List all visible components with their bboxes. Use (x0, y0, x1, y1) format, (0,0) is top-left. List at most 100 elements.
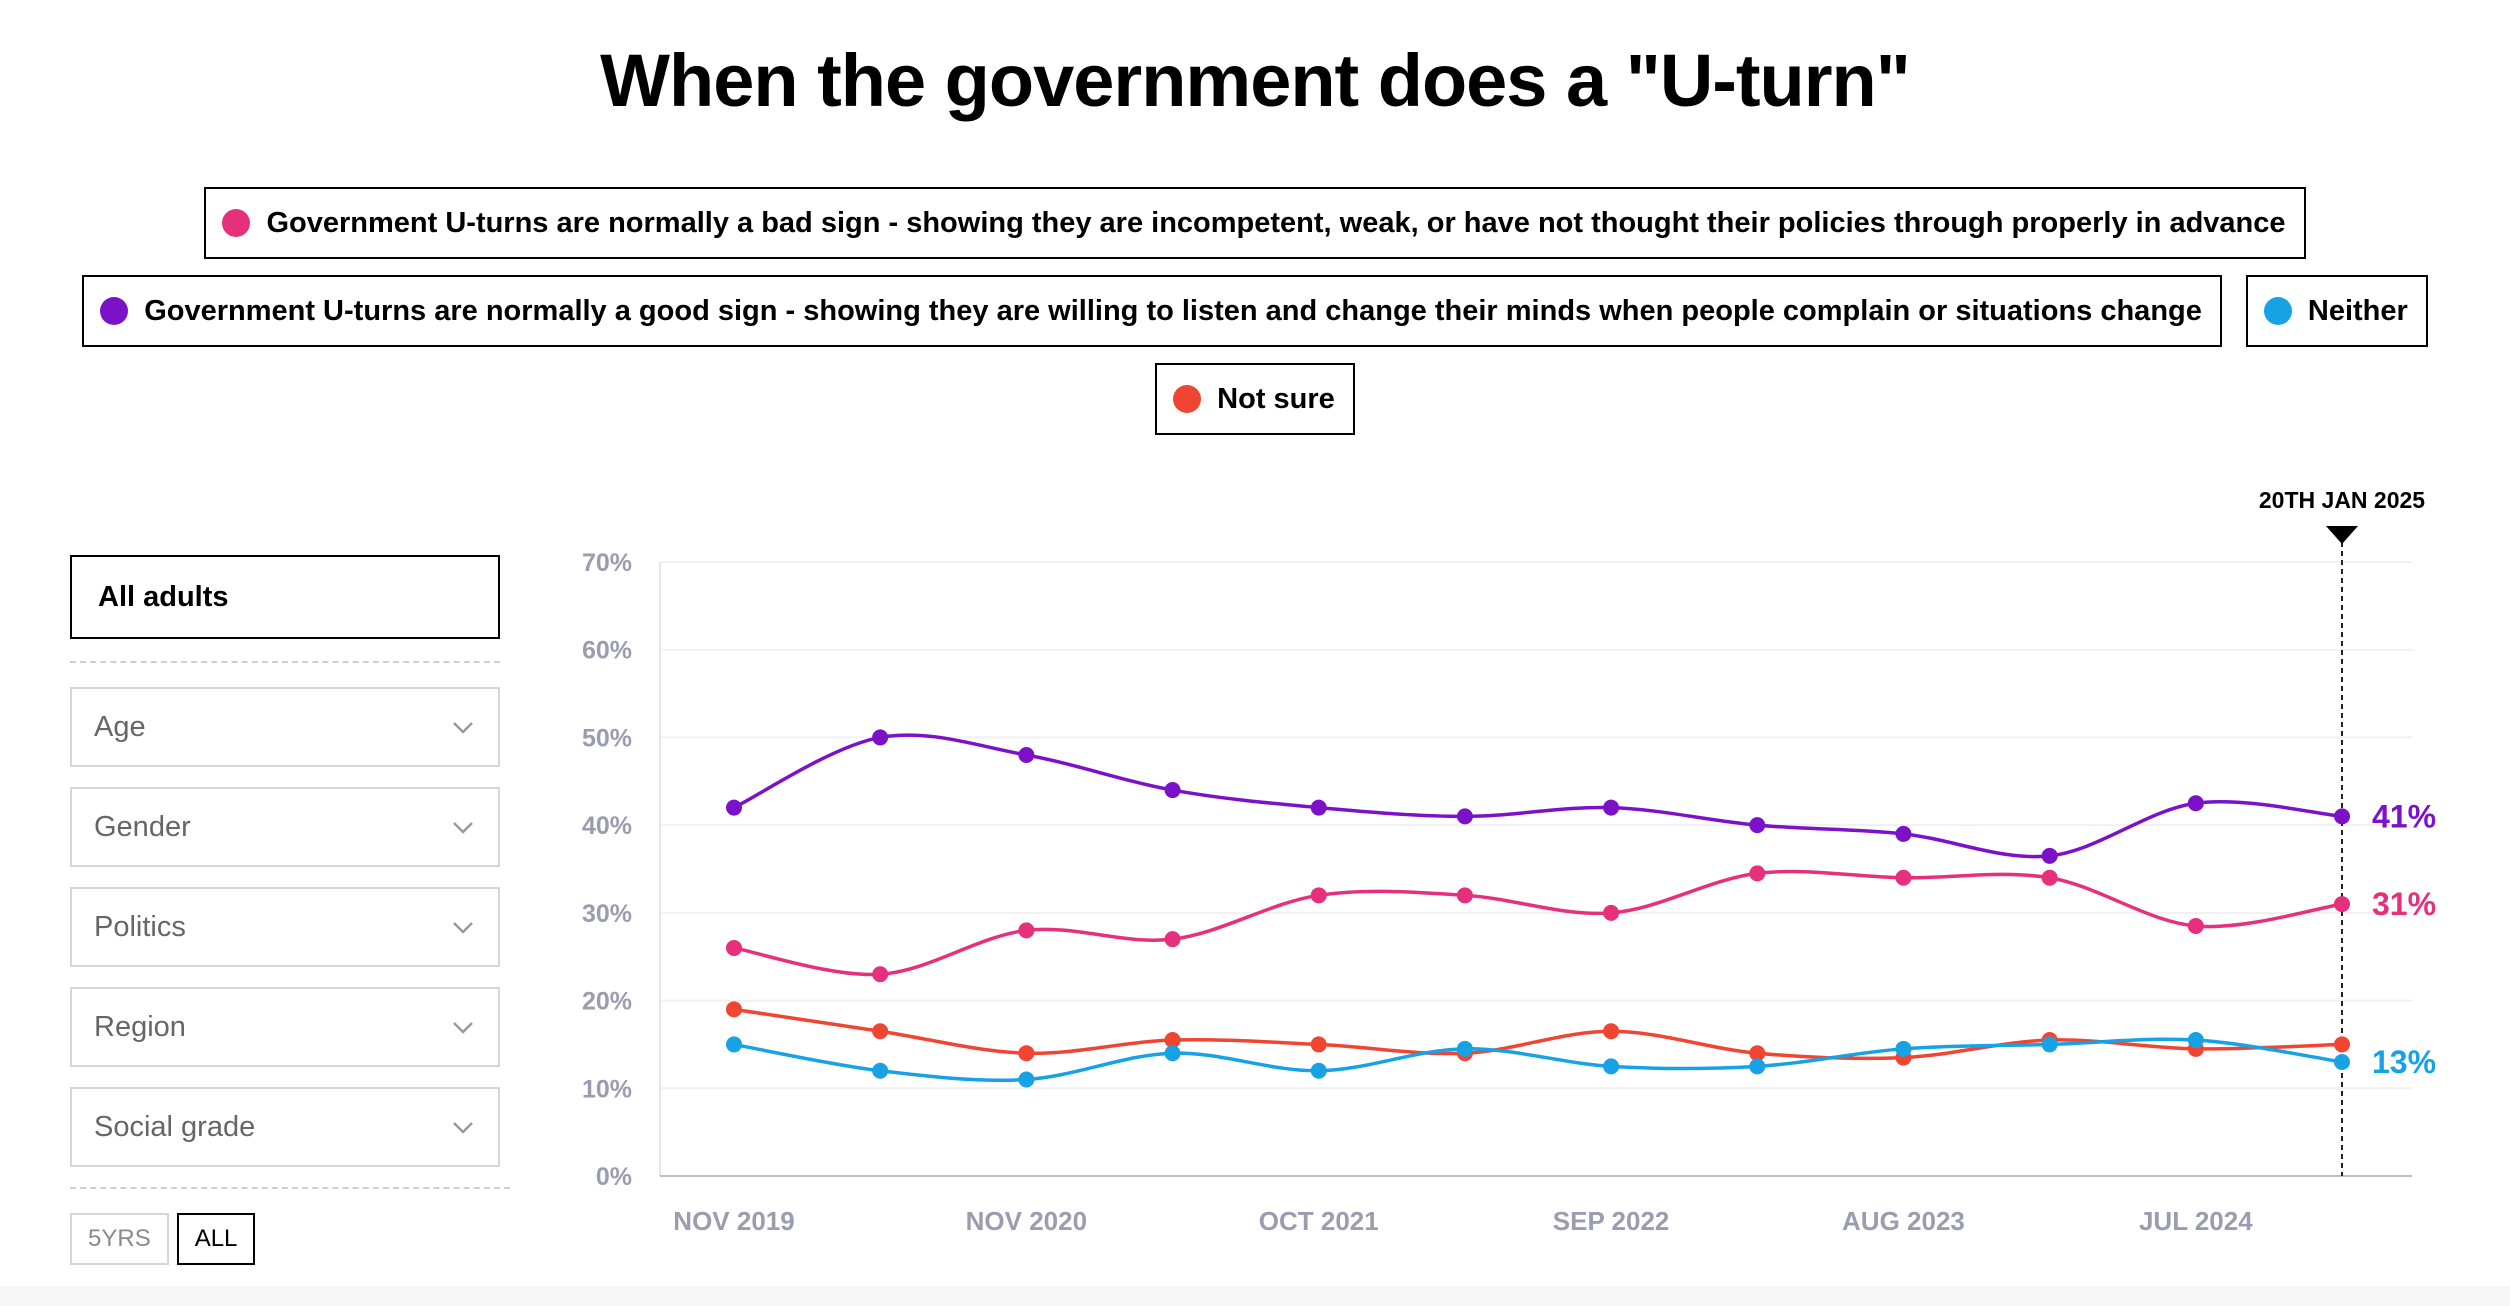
data-point[interactable] (2041, 847, 2058, 864)
x-tick-label: JUL 2024 (2139, 1206, 2253, 1236)
data-point[interactable] (872, 1062, 889, 1079)
data-point[interactable] (1456, 808, 1473, 825)
data-point[interactable] (1895, 869, 1912, 886)
legend-label: Neither (2307, 294, 2408, 327)
data-point[interactable] (1310, 887, 1327, 904)
chevron-down-icon (453, 922, 473, 934)
data-point[interactable] (1164, 1045, 1181, 1062)
dropdown-label: Region (94, 1010, 186, 1043)
data-point[interactable] (1749, 1058, 1766, 1075)
x-tick-label: AUG 2023 (1842, 1206, 1965, 1236)
legend-dot-icon (222, 209, 251, 237)
data-point[interactable] (1018, 1045, 1035, 1062)
y-tick-label: 40% (582, 812, 632, 840)
dropdown-label: Politics (94, 910, 186, 943)
dropdown-label: Age (94, 710, 146, 743)
data-point[interactable] (2187, 1032, 2204, 1049)
chevron-down-icon (453, 1022, 473, 1034)
x-axis: NOV 2019 NOV 2020 OCT 2021 SEP 2022 AUG 2023… (673, 1206, 2253, 1236)
series-0 (726, 865, 2350, 983)
range-buttons: 5YRS ALL (70, 1213, 500, 1265)
data-point[interactable] (872, 966, 889, 983)
chart-title: When the government does a "U-turn" (600, 39, 1911, 122)
end-value-label: 31% (2372, 886, 2436, 922)
page-footer-band (0, 1286, 2510, 1306)
divider (70, 661, 500, 663)
data-point[interactable] (1456, 887, 1473, 904)
data-point[interactable] (872, 729, 889, 746)
data-point[interactable] (726, 939, 742, 956)
series-1 (726, 729, 2350, 864)
social-grade-dropdown[interactable]: Social grade (70, 1087, 500, 1167)
politics-dropdown[interactable]: Politics (70, 887, 500, 967)
data-point[interactable] (726, 799, 742, 816)
data-point[interactable] (1310, 1062, 1327, 1079)
region-dropdown[interactable]: Region (70, 987, 500, 1067)
data-point[interactable] (1456, 1040, 1473, 1057)
legend-label: Government U-turns are normally a good s… (144, 294, 2202, 327)
data-point[interactable] (726, 1001, 742, 1018)
y-tick-label: 60% (582, 637, 632, 665)
marker-triangle-icon (2326, 526, 2358, 544)
data-point[interactable] (1310, 1036, 1327, 1053)
chevron-down-icon (453, 1122, 473, 1134)
data-point[interactable] (1895, 825, 1912, 842)
legend-label: Not sure (1217, 382, 1335, 415)
data-point[interactable] (1310, 799, 1327, 816)
data-point[interactable] (2334, 808, 2350, 825)
data-point[interactable] (1603, 1058, 1620, 1075)
series-line (733, 1007, 2343, 1061)
x-tick-label: OCT 2021 (1259, 1206, 1379, 1236)
series-line (733, 869, 2343, 977)
data-point[interactable] (1018, 1071, 1035, 1088)
dropdown-label: Gender (94, 810, 191, 843)
legend-item-good-sign[interactable]: Government U-turns are normally a good s… (82, 275, 2222, 347)
end-labels: 13% 31% 41% (2372, 798, 2436, 1080)
data-point[interactable] (1164, 1032, 1181, 1049)
end-value-label: 13% (2372, 1044, 2436, 1080)
data-point[interactable] (2041, 869, 2058, 886)
range-all-button[interactable]: ALL (176, 1213, 256, 1265)
legend-row-1: Government U-turns are normally a bad si… (0, 187, 2510, 259)
data-point[interactable] (2041, 1036, 2058, 1053)
grid (659, 561, 2412, 1177)
divider (70, 1187, 510, 1189)
x-tick-label: SEP 2022 (1553, 1206, 1670, 1236)
date-marker: 20TH JAN 2025 (2259, 487, 2425, 1176)
legend-item-bad-sign[interactable]: Government U-turns are normally a bad si… (204, 187, 2306, 259)
data-point[interactable] (1895, 1040, 1912, 1057)
data-point[interactable] (1603, 799, 1620, 816)
age-dropdown[interactable]: Age (70, 687, 500, 767)
legend-row-3: Not sure (0, 363, 2510, 435)
data-point[interactable] (2334, 1053, 2350, 1070)
data-point[interactable] (1749, 817, 1766, 834)
all-adults-button[interactable]: All adults (70, 555, 500, 639)
legend-dot-icon (2263, 297, 2292, 325)
data-point[interactable] (1603, 1023, 1620, 1040)
series-line (733, 1037, 2343, 1083)
data-point[interactable] (872, 1023, 889, 1040)
range-5yrs-button[interactable]: 5YRS (70, 1213, 169, 1265)
gender-dropdown[interactable]: Gender (70, 787, 500, 867)
data-point[interactable] (726, 1036, 742, 1053)
data-point[interactable] (1164, 931, 1181, 948)
end-value-label: 41% (2372, 798, 2436, 834)
data-point[interactable] (1749, 865, 1766, 882)
data-point[interactable] (2187, 918, 2204, 935)
legend-dot-icon (100, 297, 129, 325)
data-point[interactable] (1018, 922, 1035, 939)
data-point[interactable] (2334, 896, 2350, 913)
data-point[interactable] (2187, 795, 2204, 812)
legend-dot-icon (1173, 385, 1202, 413)
x-tick-label: NOV 2019 (673, 1206, 794, 1236)
data-point[interactable] (1018, 746, 1035, 763)
data-point[interactable] (2334, 1036, 2350, 1053)
data-point[interactable] (1749, 1045, 1766, 1062)
data-point[interactable] (1164, 782, 1181, 799)
legend-row-2: Government U-turns are normally a good s… (0, 275, 2510, 347)
legend-label: Government U-turns are normally a bad si… (266, 206, 2286, 239)
data-point[interactable] (1603, 904, 1620, 921)
chevron-down-icon (453, 822, 473, 834)
legend-item-not-sure[interactable]: Not sure (1155, 363, 1355, 435)
legend-item-neither[interactable]: Neither (2245, 275, 2428, 347)
